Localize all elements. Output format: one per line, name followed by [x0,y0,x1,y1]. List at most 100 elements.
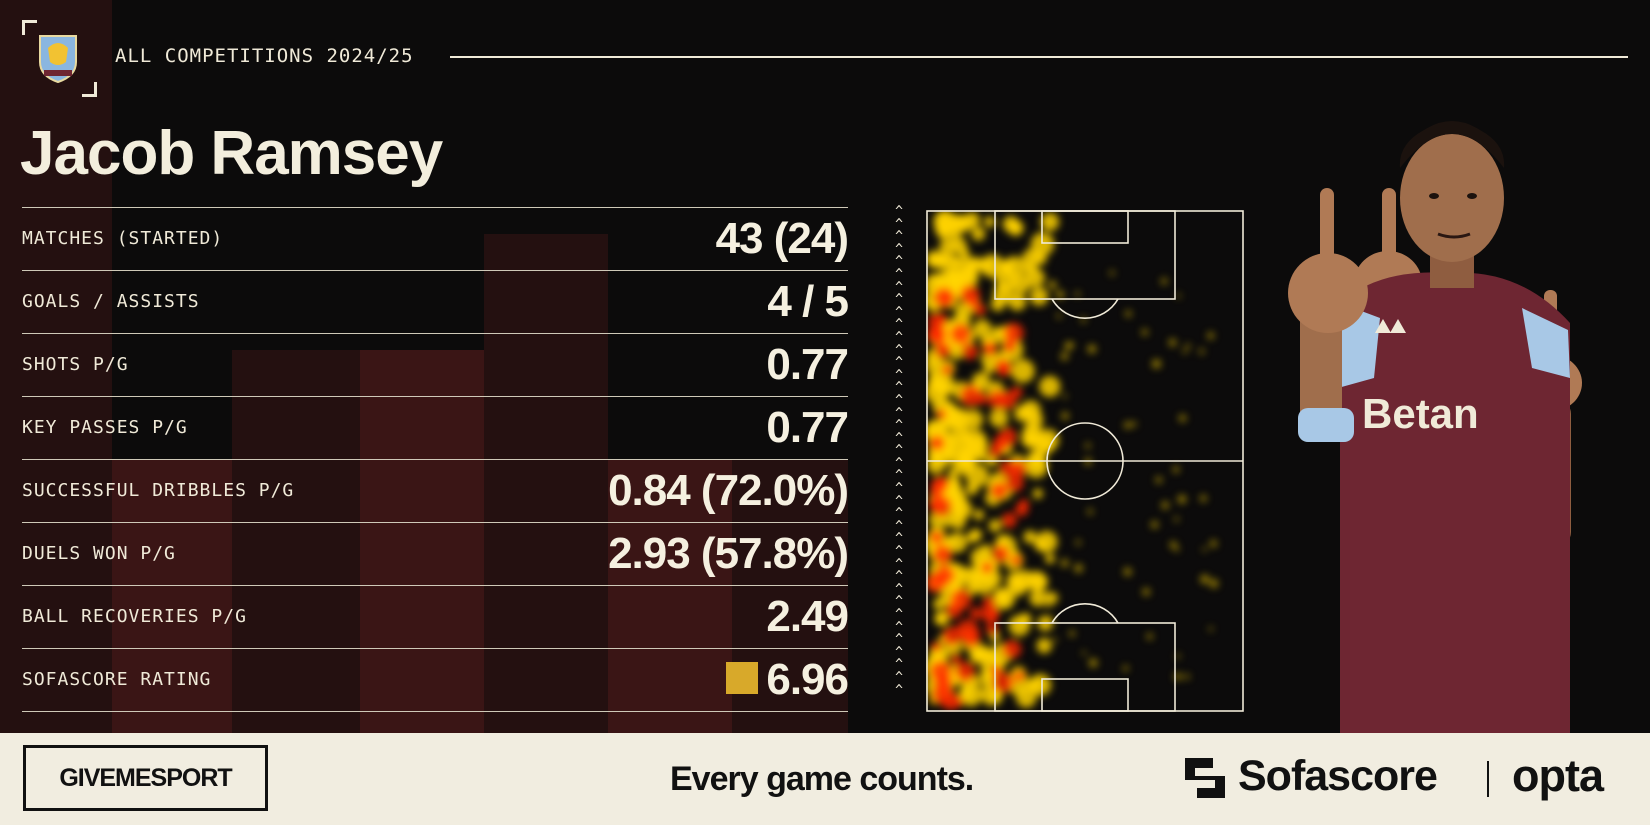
heat-spot [933,329,945,341]
heat-spot [1198,348,1205,355]
bg-column [484,234,608,733]
heat-spot [1047,616,1053,622]
pitch-lines [926,210,1244,712]
heat-spot [1008,615,1030,637]
chevron-up-icon: ^ [895,581,903,597]
heat-spot [930,495,952,517]
heat-spot [1081,650,1086,655]
stat-value: 43 (24) [715,214,849,263]
heat-spot [1146,633,1153,640]
heat-spot [1184,674,1190,680]
attack-direction-arrows: ^ ^ ^ ^ ^ ^ ^ ^ ^ ^ ^ ^ ^ ^ ^ ^ ^ ^ ^ ^ ^ ^ ^ ^ ^ ^ ^ ^ ^ ^ ^ ^ ^ ^ ^ ^ ^ ^ ^ [891,204,907,698]
chevron-up-icon: ^ [895,279,903,295]
heat-spot [951,257,963,269]
player-photo: Betan [1288,121,1582,733]
frame-corner [22,20,37,35]
heat-spot [1087,508,1093,515]
heat-spot [1034,538,1048,552]
heat-spot [969,607,982,620]
heat-spot [930,641,942,653]
heat-spot [1207,332,1215,340]
heat-spot [998,391,1017,410]
chevron-up-icon: ^ [895,204,903,219]
heat-spot [934,342,952,359]
heat-spot [968,436,988,457]
heat-spot [966,581,980,595]
heat-spot [1150,521,1159,529]
heat-spot [1027,678,1041,692]
heat-spot [952,454,974,476]
stat-row: SUCCESSFUL DRIBBLES P/G 0.84 (72.0%) [22,460,849,523]
chevron-up-icon: ^ [895,392,903,408]
heat-spot [1175,653,1181,659]
chevron-up-icon: ^ [895,380,903,396]
frame-corner [82,82,97,97]
chevron-up-icon: ^ [895,329,903,345]
heat-spot [1024,454,1049,479]
heat-spot [1169,541,1177,549]
chevron-up-icon: ^ [895,229,903,245]
heat-spot [1142,588,1150,596]
heat-spot [990,482,1008,500]
heat-spot [1068,342,1074,348]
chevron-up-icon: ^ [895,481,903,497]
heat-spot [958,682,983,707]
heat-spot [1172,466,1180,473]
chevron-up-icon: ^ [895,443,903,459]
heat-spot [1155,476,1163,484]
heat-spot [972,319,992,339]
heat-spot [1014,503,1029,517]
stat-row: GOALS / ASSISTS 4 / 5 [22,271,849,334]
heat-spot [1174,546,1180,552]
heat-spot [1026,570,1047,591]
heat-spot [1178,414,1187,422]
rating-badge [726,662,759,695]
heat-spot [943,292,955,305]
chevron-up-icon: ^ [895,241,903,257]
heat-spot [1044,600,1053,609]
stat-label: KEY PASSES P/G [22,417,188,438]
heat-spot [1036,638,1052,654]
heat-spot [961,343,979,360]
stat-row: MATCHES (STARTED) 43 (24) [22,208,849,271]
heat-spot [995,360,1013,377]
sponsor-logo: Sofascore [1238,752,1438,800]
chevron-up-icon: ^ [895,632,903,648]
heat-spot [934,611,950,626]
heat-spot [1045,591,1052,598]
heat-spot [1074,291,1080,297]
heat-spot [992,672,1014,694]
heat-spot [960,284,980,305]
stat-row: SHOTS P/G 0.77 [22,334,849,397]
chevron-up-icon: ^ [895,292,903,308]
svg-text:Betan: Betan [1362,390,1479,437]
heat-spot [1202,547,1207,552]
heat-spot [1040,212,1060,232]
chevron-up-icon: ^ [895,682,903,698]
heat-spot [991,545,1010,563]
heat-spot [1124,421,1131,429]
chevron-up-icon: ^ [895,544,903,560]
heat-spot [1182,349,1187,354]
stat-label: MATCHES (STARTED) [22,228,224,249]
heat-spot [1200,574,1210,584]
heat-spot [1075,539,1081,546]
heat-spot [990,665,1002,677]
chevron-up-icon: ^ [895,644,903,660]
rating-value: 6.96 [766,655,849,704]
heat-spot [1176,293,1181,298]
heat-spot [1044,553,1056,564]
heat-spot [1011,222,1022,233]
heat-spot [987,608,1000,621]
heat-spot [1023,435,1036,447]
heat-spot [1011,274,1031,294]
heat-spot [960,385,983,407]
heat-spot [1023,530,1037,544]
chevron-up-icon: ^ [895,556,903,572]
chevron-up-icon: ^ [895,531,903,547]
heat-spot [1055,290,1065,299]
bg-column [232,350,360,733]
heat-spot [981,561,993,574]
chevron-up-icon: ^ [895,418,903,434]
competition-label: ALL COMPETITIONS 2024/25 [115,45,414,67]
